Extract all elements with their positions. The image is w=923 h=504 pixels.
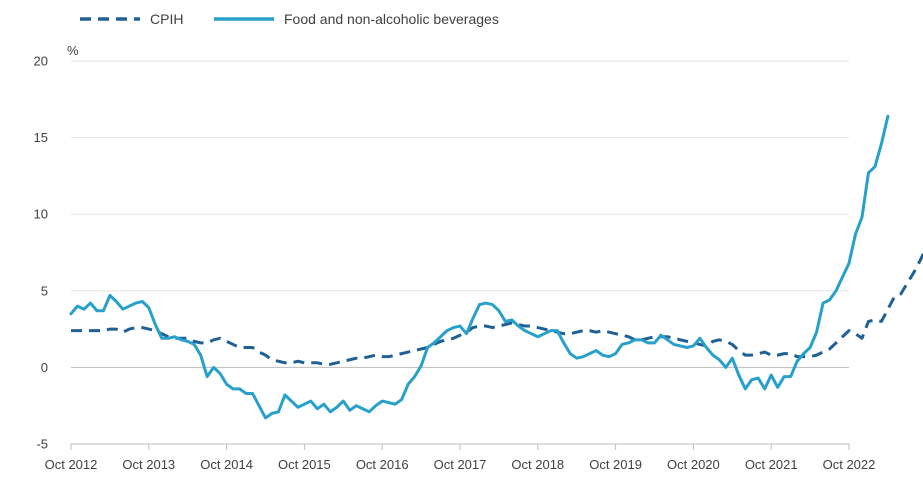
x-tick-label: Oct 2016 bbox=[356, 457, 409, 472]
y-axis: 20 15 10 5 0 -5 bbox=[34, 54, 48, 452]
series-line-food bbox=[69, 114, 890, 420]
y-tick-label: 20 bbox=[34, 54, 48, 69]
y-tick-label: 5 bbox=[41, 283, 48, 298]
x-tick-label: Oct 2018 bbox=[511, 457, 564, 472]
x-tick-label: Oct 2014 bbox=[200, 457, 253, 472]
legend: CPIH Food and non-alcoholic beverages bbox=[80, 11, 499, 27]
legend-item-food: Food and non-alcoholic beverages bbox=[214, 11, 499, 27]
x-tick-label: Oct 2019 bbox=[589, 457, 642, 472]
x-tick-label: Oct 2013 bbox=[122, 457, 175, 472]
x-tick-label: Oct 2015 bbox=[278, 457, 331, 472]
y-tick-label: 15 bbox=[34, 130, 48, 145]
y-unit-label: % bbox=[67, 43, 79, 58]
series-layer bbox=[69, 114, 923, 420]
series-line-cpih bbox=[71, 250, 923, 366]
legend-label-cpih: CPIH bbox=[150, 11, 183, 27]
legend-item-cpih: CPIH bbox=[80, 11, 183, 27]
legend-label-food: Food and non-alcoholic beverages bbox=[284, 11, 499, 27]
x-tick-label: Oct 2012 bbox=[45, 457, 98, 472]
y-tick-label: -5 bbox=[36, 437, 48, 452]
y-tick-label: 10 bbox=[34, 207, 48, 222]
x-axis: Oct 2012 Oct 2013 Oct 2014 Oct 2015 Oct 2016… bbox=[45, 443, 876, 472]
x-tick-label: Oct 2017 bbox=[434, 457, 487, 472]
y-tick-label: 0 bbox=[41, 360, 48, 375]
gridlines bbox=[71, 60, 849, 445]
x-tick-label: Oct 2020 bbox=[667, 457, 720, 472]
x-tick-label: Oct 2021 bbox=[745, 457, 798, 472]
x-tick-label: Oct 2022 bbox=[823, 457, 876, 472]
